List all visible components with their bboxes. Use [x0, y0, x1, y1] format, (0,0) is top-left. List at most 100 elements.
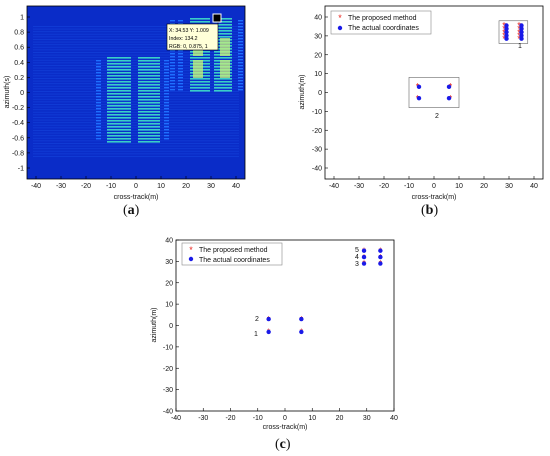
image-streak [107, 75, 131, 77]
image-streak [138, 57, 160, 59]
y-tick-label: 40 [314, 15, 322, 22]
actual-coordinate-point [519, 36, 524, 41]
x-tick-label: -10 [106, 183, 116, 190]
y-tick-label: 0.6 [14, 45, 24, 52]
datatip-marker[interactable] [212, 13, 222, 23]
y-tick-label: -10 [312, 109, 322, 116]
image-streak [190, 87, 210, 89]
actual-coordinate-point [504, 36, 509, 41]
x-tick-label: 0 [283, 415, 287, 422]
image-sidelobe [238, 32, 243, 34]
image-band [33, 153, 239, 155]
image-streak [190, 78, 210, 80]
image-band [33, 62, 239, 64]
image-sidelobe [164, 93, 169, 95]
x-tick-label: 0 [134, 183, 138, 190]
y-tick-label: 0 [318, 90, 322, 97]
image-sidelobe [96, 114, 101, 116]
image-sidelobe [164, 72, 169, 74]
actual-coordinate-point [519, 29, 524, 35]
image-sidelobe [96, 93, 101, 95]
y-tick-label: -0.6 [12, 135, 24, 142]
image-streak [138, 108, 160, 110]
image-streak [214, 81, 232, 83]
image-band [33, 130, 239, 131]
image-streak [214, 27, 232, 29]
y-tick-label: 10 [314, 71, 322, 78]
y-tick-label: 0.4 [14, 60, 24, 67]
image-band [33, 26, 239, 27]
panel-c-legend: * The proposed method The actual coordin… [181, 242, 283, 266]
image-sidelobe [96, 72, 101, 74]
image-streak [138, 72, 160, 74]
annotation-2: 2 [435, 113, 439, 120]
image-band [33, 80, 239, 82]
image-sidelobe [170, 77, 175, 79]
y-tick-label: 0.2 [14, 75, 24, 82]
image-streak [107, 114, 131, 116]
image-band [33, 54, 239, 56]
image-sidelobe [170, 68, 175, 70]
image-sidelobe [96, 63, 101, 65]
image-streak [138, 102, 160, 104]
caption-c: (c) [275, 437, 291, 452]
image-sidelobe [96, 132, 101, 134]
caption-a: (a) [123, 203, 140, 218]
x-tick-label: -10 [253, 415, 263, 422]
image-streak [214, 18, 232, 20]
image-band [33, 114, 239, 116]
image-sidelobe [238, 59, 243, 61]
panel-c-x-ticks: -40 -30 -20 -10 0 10 20 30 40 [171, 408, 398, 422]
image-sidelobe [96, 87, 101, 89]
image-sidelobe [96, 135, 101, 137]
actual-coordinate-point [361, 248, 367, 253]
actual-coordinate-point [361, 261, 367, 266]
actual-coordinate-point [519, 23, 524, 28]
y-tick-label: 0 [169, 323, 173, 330]
image-streak [107, 90, 131, 92]
annotation-3: 3 [355, 261, 359, 268]
image-sidelobe [238, 38, 243, 40]
proposed-method-point: * [502, 27, 506, 37]
image-streak [138, 66, 160, 68]
actual-coordinate-point [266, 329, 271, 335]
image-sidelobe [170, 56, 175, 58]
image-band [33, 117, 239, 118]
proposed-method-point: * [502, 31, 506, 41]
image-sidelobe [96, 102, 101, 104]
y-tick-label: -30 [163, 387, 173, 394]
x-tick-label: -40 [171, 415, 181, 422]
image-band [33, 101, 239, 103]
image-streak [214, 33, 232, 35]
panel-b-x-ticks: -40 -30 -20 -10 0 10 20 30 40 [329, 176, 538, 190]
image-sidelobe [96, 126, 101, 128]
image-band [33, 31, 239, 33]
image-peak [220, 38, 230, 56]
image-streak [138, 63, 160, 65]
image-streak [190, 21, 210, 23]
image-sidelobe [164, 135, 169, 137]
actual-coordinate-point [519, 26, 524, 31]
image-streak [107, 99, 131, 101]
proposed-method-point: * [517, 21, 521, 31]
image-sidelobe [238, 41, 243, 43]
image-sidelobe [238, 86, 243, 88]
image-band [33, 127, 239, 129]
y-tick-label: -30 [312, 147, 322, 154]
image-sidelobe [164, 126, 169, 128]
image-sidelobe [178, 65, 183, 67]
target-group-box-1 [498, 20, 529, 44]
datatip[interactable]: X: 34.53 Y: 1.009 Index: 134.2 RGB: 0, 0… [166, 13, 222, 51]
legend-actual-marker [188, 256, 194, 262]
image-streak [138, 141, 160, 143]
image-sidelobe [238, 83, 243, 85]
datatip-line2: Index: 134.2 [169, 36, 198, 42]
image-sidelobe [164, 129, 169, 131]
image-sidelobe [164, 60, 169, 62]
image-streak [138, 123, 160, 125]
image-sidelobe [238, 35, 243, 37]
image-sidelobe [96, 138, 101, 140]
image-sidelobe [178, 83, 183, 85]
proposed-method-point: * [517, 24, 521, 34]
image-sidelobe [178, 20, 183, 22]
